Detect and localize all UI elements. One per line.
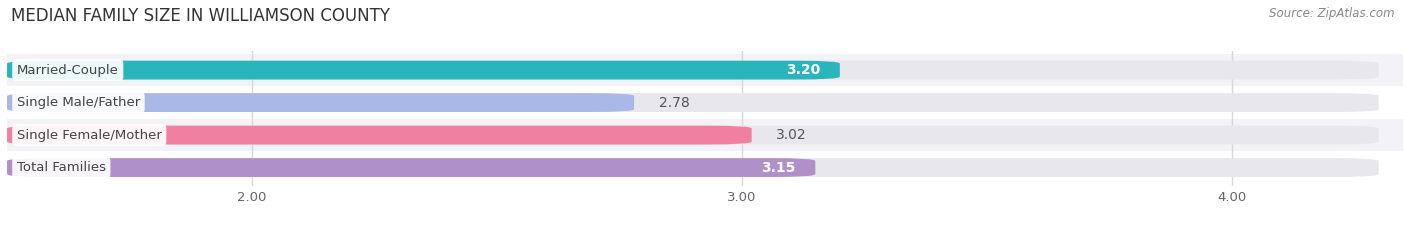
Text: 3.20: 3.20: [786, 63, 820, 77]
FancyBboxPatch shape: [7, 61, 839, 79]
Text: Total Families: Total Families: [17, 161, 105, 174]
Text: Married-Couple: Married-Couple: [17, 64, 118, 77]
Text: Source: ZipAtlas.com: Source: ZipAtlas.com: [1270, 7, 1395, 20]
FancyBboxPatch shape: [7, 126, 752, 144]
Text: 3.15: 3.15: [762, 161, 796, 175]
Bar: [7, 54, 1403, 86]
FancyBboxPatch shape: [7, 93, 634, 112]
Text: Single Male/Father: Single Male/Father: [17, 96, 141, 109]
FancyBboxPatch shape: [7, 93, 1379, 112]
FancyBboxPatch shape: [7, 61, 1379, 79]
FancyBboxPatch shape: [7, 158, 1379, 177]
FancyBboxPatch shape: [7, 158, 815, 177]
Bar: [7, 119, 1403, 151]
Bar: [7, 151, 1403, 184]
Text: 3.02: 3.02: [776, 128, 807, 142]
Bar: [7, 86, 1403, 119]
Text: MEDIAN FAMILY SIZE IN WILLIAMSON COUNTY: MEDIAN FAMILY SIZE IN WILLIAMSON COUNTY: [11, 7, 391, 25]
FancyBboxPatch shape: [7, 126, 1379, 144]
Text: Single Female/Mother: Single Female/Mother: [17, 129, 162, 142]
Text: 2.78: 2.78: [658, 96, 689, 110]
